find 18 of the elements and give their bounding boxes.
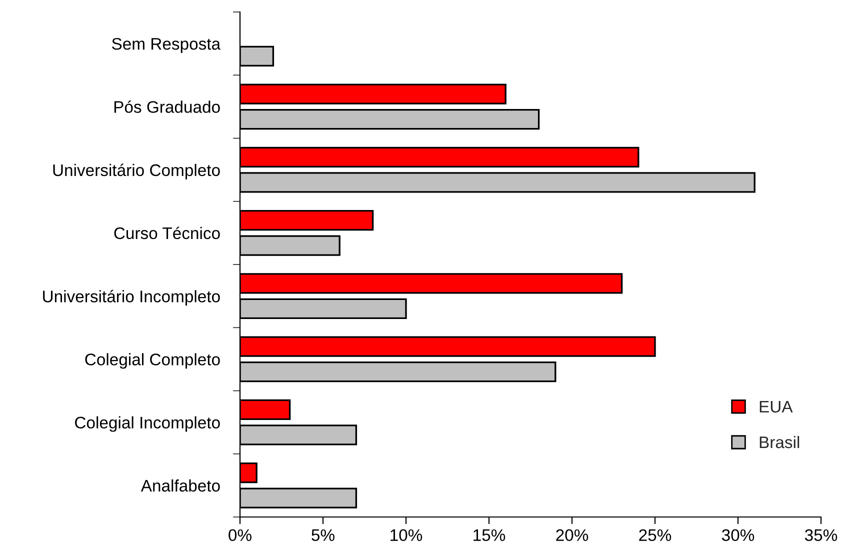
legend-label: Brasil: [760, 436, 800, 448]
y-tick-label: Pós Graduado: [114, 100, 220, 113]
legend-label: EUA: [760, 400, 793, 413]
y-tick-label: Curso Técnico: [114, 226, 220, 240]
y-tick-label: Universitário Completo: [53, 164, 220, 180]
y-tick-label: Sem Resposta: [112, 38, 221, 54]
x-tick-label: 20%: [556, 529, 588, 542]
x-tick-label: 0%: [228, 529, 252, 542]
x-tick-label: 30%: [722, 529, 754, 542]
y-tick-label: Universitário Incompleto: [43, 290, 220, 306]
y-tick-label: Colegial Completo: [85, 353, 220, 369]
y-tick-label: Colegial Incompleto: [75, 416, 220, 432]
x-tick-label: 15%: [474, 529, 506, 542]
x-tick-label: 5%: [312, 529, 334, 542]
y-tick-label: Analfabeto: [140, 479, 220, 492]
x-tick-label: 10%: [390, 529, 422, 542]
x-tick-label: 25%: [639, 529, 672, 542]
x-tick-label: 35%: [804, 529, 838, 542]
